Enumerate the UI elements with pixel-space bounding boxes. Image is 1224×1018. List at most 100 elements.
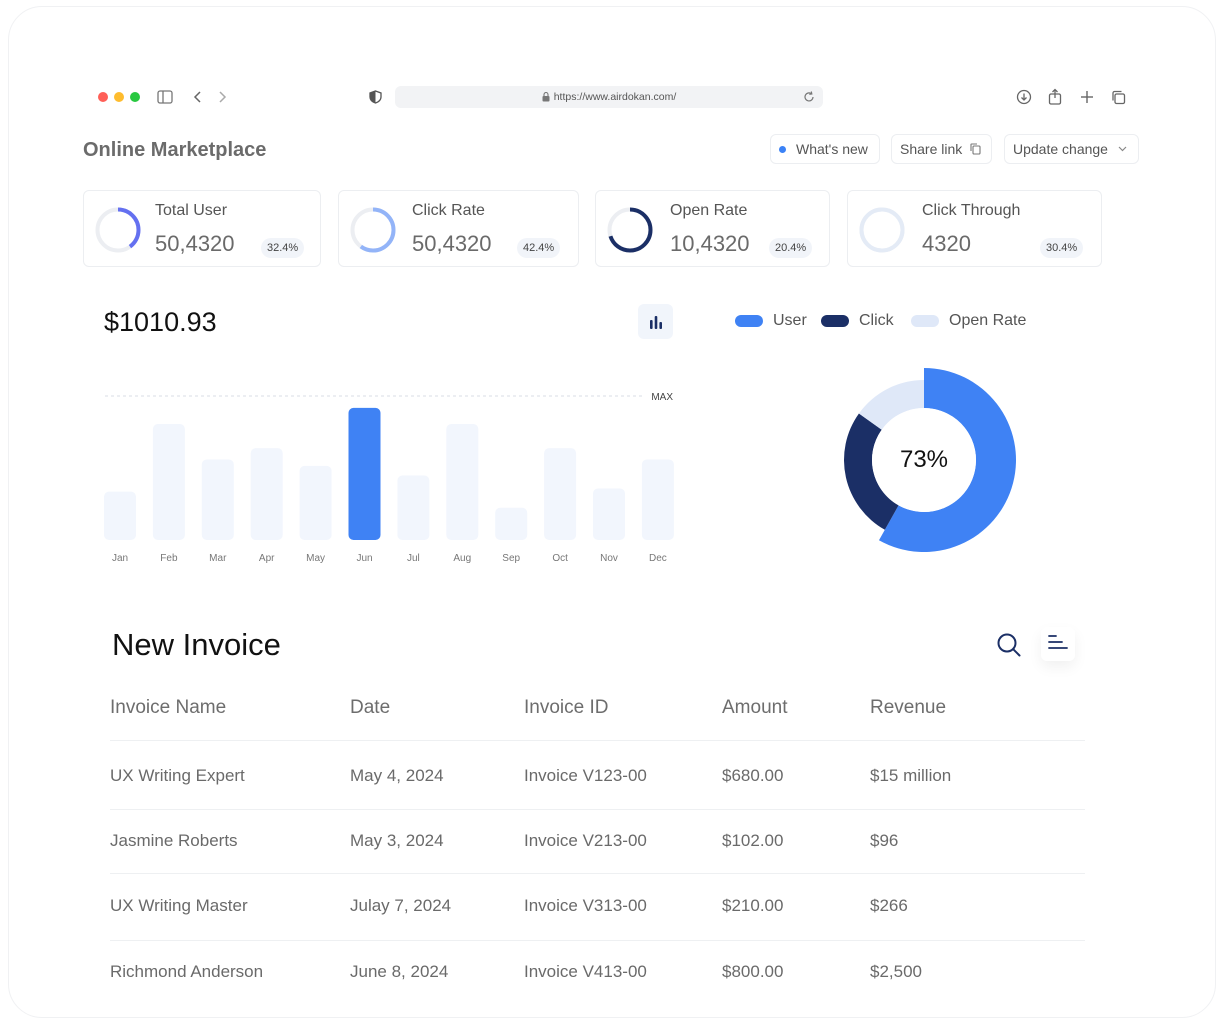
- progress-ring: [859, 207, 905, 253]
- cell-invoice-name: UX Writing Master: [110, 896, 248, 915]
- x-tick-label: Nov: [600, 553, 618, 564]
- bar-sep[interactable]: [495, 507, 528, 540]
- row-divider: [110, 740, 1085, 741]
- bar-apr[interactable]: [250, 448, 283, 540]
- cell-date: May 3, 2024: [350, 831, 444, 850]
- share-link-button[interactable]: Share link: [891, 134, 992, 164]
- url-text: https://www.airdokan.com/: [553, 91, 677, 103]
- donut-center-label: 73%: [899, 446, 949, 473]
- column-header-invoice-name[interactable]: Invoice Name: [110, 697, 227, 718]
- stat-card-total-user: Total User 50,4320 32.4%: [83, 190, 321, 267]
- column-header-amount[interactable]: Amount: [722, 697, 788, 718]
- legend-swatch: [735, 315, 763, 327]
- chart-type-button[interactable]: [638, 304, 673, 339]
- bar-dec[interactable]: [641, 459, 674, 540]
- sidebar-toggle-icon[interactable]: [157, 90, 173, 104]
- x-tick-label: Sep: [502, 553, 520, 564]
- bar-feb[interactable]: [152, 424, 185, 540]
- cell-invoice-name: UX Writing Expert: [110, 766, 245, 785]
- address-bar[interactable]: https://www.airdokan.com/: [395, 86, 823, 108]
- minimize-window-dot[interactable]: [114, 92, 124, 102]
- x-tick-label: May: [306, 553, 325, 564]
- sort-menu-button[interactable]: [1041, 627, 1075, 661]
- forward-arrow-icon[interactable]: [216, 90, 228, 104]
- stat-badge: 42.4%: [517, 238, 561, 258]
- column-header-revenue[interactable]: Revenue: [870, 697, 947, 718]
- stat-badge: 30.4%: [1040, 238, 1084, 258]
- cell-amount: $680.00: [722, 766, 784, 785]
- stat-value: 4320: [922, 231, 971, 256]
- update-change-label: Update change: [1013, 141, 1108, 157]
- donut-slice-click[interactable]: [844, 413, 899, 530]
- stat-badge: 20.4%: [769, 238, 813, 258]
- donut-chart: 73%: [824, 360, 1024, 560]
- search-icon[interactable]: [996, 632, 1022, 658]
- cell-amount: $800.00: [722, 962, 784, 981]
- legend-label: User: [773, 312, 807, 329]
- revenue-amount: $1010.93: [104, 307, 217, 337]
- cell-invoice-id: Invoice V123-00: [524, 766, 647, 785]
- x-tick-label: Feb: [160, 553, 178, 564]
- x-tick-label: Jun: [356, 553, 372, 564]
- bar-may[interactable]: [299, 465, 332, 540]
- x-tick-label: Jan: [112, 553, 128, 564]
- stat-title: Click Through: [922, 202, 1021, 219]
- row-divider: [110, 940, 1085, 941]
- x-tick-label: Mar: [209, 553, 227, 564]
- legend-item-click: Click: [821, 312, 894, 330]
- cell-invoice-id: Invoice V213-00: [524, 831, 647, 850]
- page-title: Online Marketplace: [83, 139, 267, 161]
- new-tab-icon[interactable]: [1080, 90, 1094, 104]
- column-header-invoice-id[interactable]: Invoice ID: [524, 697, 609, 718]
- legend-item-user: User: [735, 312, 807, 330]
- x-tick-label: Aug: [453, 553, 471, 564]
- bar-aug[interactable]: [446, 424, 479, 540]
- cell-revenue: $96: [870, 831, 899, 850]
- back-arrow-icon[interactable]: [192, 90, 204, 104]
- progress-ring: [350, 207, 396, 253]
- download-icon[interactable]: [1016, 89, 1032, 105]
- cell-invoice-name: Richmond Anderson: [110, 962, 264, 981]
- cell-date: June 8, 2024: [350, 962, 449, 981]
- bar-jan[interactable]: [104, 491, 136, 540]
- stat-value: 10,4320: [670, 231, 750, 256]
- share-icon[interactable]: [1048, 88, 1062, 105]
- x-tick-label: Apr: [259, 553, 275, 564]
- stat-badge: 32.4%: [261, 238, 305, 258]
- stat-title: Click Rate: [412, 202, 485, 219]
- x-tick-label: Jul: [407, 553, 420, 564]
- menu-lines-icon: [1048, 635, 1068, 649]
- new-indicator-dot: [779, 145, 786, 153]
- column-header-date[interactable]: Date: [350, 697, 391, 718]
- close-window-dot[interactable]: [98, 92, 108, 102]
- bar-jun[interactable]: [348, 407, 381, 540]
- cell-date: May 4, 2024: [350, 766, 444, 785]
- bar-nov[interactable]: [593, 488, 625, 540]
- stat-card-click-through: Click Through 4320 30.4%: [847, 190, 1102, 267]
- bar-jul[interactable]: [397, 475, 430, 540]
- cell-amount: $210.00: [722, 896, 784, 915]
- legend-swatch: [911, 315, 939, 327]
- reload-icon[interactable]: [803, 90, 815, 103]
- stat-title: Open Rate: [670, 202, 748, 219]
- update-change-dropdown[interactable]: Update change: [1004, 134, 1139, 164]
- bar-mar[interactable]: [201, 459, 234, 540]
- progress-ring: [607, 207, 653, 253]
- stat-card-click-rate: Click Rate 50,4320 42.4%: [338, 190, 579, 267]
- shield-icon[interactable]: [369, 90, 382, 104]
- bar-oct[interactable]: [544, 448, 577, 540]
- stat-card-open-rate: Open Rate 10,4320 20.4%: [595, 190, 830, 267]
- bar-chart-icon: [649, 315, 662, 329]
- donut-hole: [872, 408, 976, 512]
- row-divider: [110, 873, 1085, 874]
- maximize-window-dot[interactable]: [130, 92, 140, 102]
- tabs-overview-icon[interactable]: [1111, 90, 1126, 105]
- donut-chart-svg: [844, 368, 1016, 552]
- cell-revenue: $15 million: [870, 766, 952, 785]
- whats-new-button[interactable]: What's new: [770, 134, 880, 164]
- donut-slice-open-rate[interactable]: [858, 380, 924, 430]
- donut-slice-user[interactable]: [878, 368, 1016, 552]
- legend-swatch: [821, 315, 849, 327]
- cell-revenue: $266: [870, 896, 908, 915]
- cell-revenue: $2,500: [870, 962, 922, 981]
